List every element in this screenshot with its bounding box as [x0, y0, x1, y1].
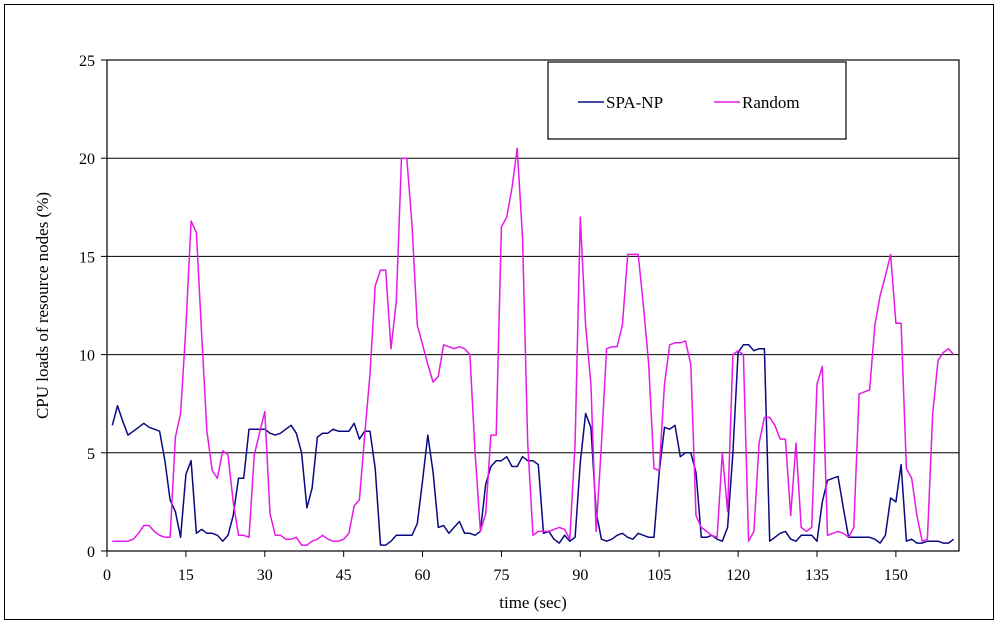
legend: SPA-NP Random	[547, 61, 847, 140]
x-tick-label-60: 60	[415, 567, 431, 584]
x-axis-ticks: 0 15 30 45 60 75 90 105 120 135 150	[103, 551, 908, 584]
y-tick-label-20: 20	[79, 151, 95, 168]
x-axis-title: time (sec)	[499, 593, 567, 612]
series-line-random	[112, 147, 955, 546]
y-tick-label-5: 5	[87, 446, 95, 463]
x-tick-label-15: 15	[178, 567, 194, 584]
x-tick-label-150: 150	[884, 567, 908, 584]
y-tick-label-10: 10	[79, 348, 95, 365]
chart-frame	[4, 4, 994, 620]
legend-label-spa-np: SPA-NP	[606, 93, 663, 112]
x-tick-label-135: 135	[805, 567, 829, 584]
x-tick-label-45: 45	[336, 567, 352, 584]
x-tick-label-0: 0	[103, 567, 111, 584]
y-axis-title: CPU loads of resource nodes (%)	[33, 192, 52, 419]
legend-box	[547, 61, 847, 140]
gridlines	[107, 157, 959, 454]
plot-area	[106, 59, 960, 552]
legend-label-random: Random	[742, 93, 800, 112]
y-tick-label-25: 25	[79, 53, 95, 70]
y-axis-ticks: 0 5 10 15 20 25	[79, 53, 107, 561]
x-tick-label-75: 75	[493, 567, 509, 584]
series-lines	[111, 147, 955, 546]
series-line-spa-np	[111, 344, 955, 546]
x-tick-label-105: 105	[647, 567, 671, 584]
x-tick-label-30: 30	[257, 567, 273, 584]
x-tick-label-90: 90	[572, 567, 588, 584]
x-tick-label-120: 120	[726, 567, 750, 584]
y-tick-label-0: 0	[87, 544, 95, 561]
y-tick-label-15: 15	[79, 249, 95, 266]
